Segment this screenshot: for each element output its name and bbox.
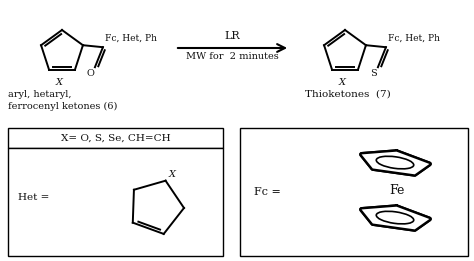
Text: X: X	[338, 78, 346, 87]
Ellipse shape	[380, 158, 410, 167]
Polygon shape	[362, 207, 429, 229]
Text: LR: LR	[225, 31, 240, 41]
Text: X: X	[55, 78, 63, 87]
Ellipse shape	[376, 211, 414, 224]
Text: Thioketones  (7): Thioketones (7)	[305, 90, 391, 99]
Bar	[8, 148, 223, 256]
Text: O: O	[87, 69, 95, 78]
Ellipse shape	[376, 156, 414, 169]
Text: S: S	[371, 69, 377, 78]
Text: Fc, Het, Ph: Fc, Het, Ph	[388, 33, 440, 42]
Bar	[240, 128, 468, 256]
Text: Fc, Het, Ph: Fc, Het, Ph	[105, 33, 157, 42]
Text: MW for  2 minutes: MW for 2 minutes	[186, 52, 279, 61]
Ellipse shape	[380, 213, 410, 222]
Bar	[8, 128, 223, 148]
Text: Fc =: Fc =	[254, 187, 281, 197]
Text: Het =: Het =	[18, 193, 49, 201]
Text: X= O, S, Se, CH=CH: X= O, S, Se, CH=CH	[61, 133, 170, 143]
Text: X: X	[169, 170, 175, 179]
Polygon shape	[362, 152, 429, 174]
Text: Fe: Fe	[389, 183, 405, 197]
Text: aryl, hetaryl,
ferrocenyl ketones (6): aryl, hetaryl, ferrocenyl ketones (6)	[8, 90, 118, 111]
